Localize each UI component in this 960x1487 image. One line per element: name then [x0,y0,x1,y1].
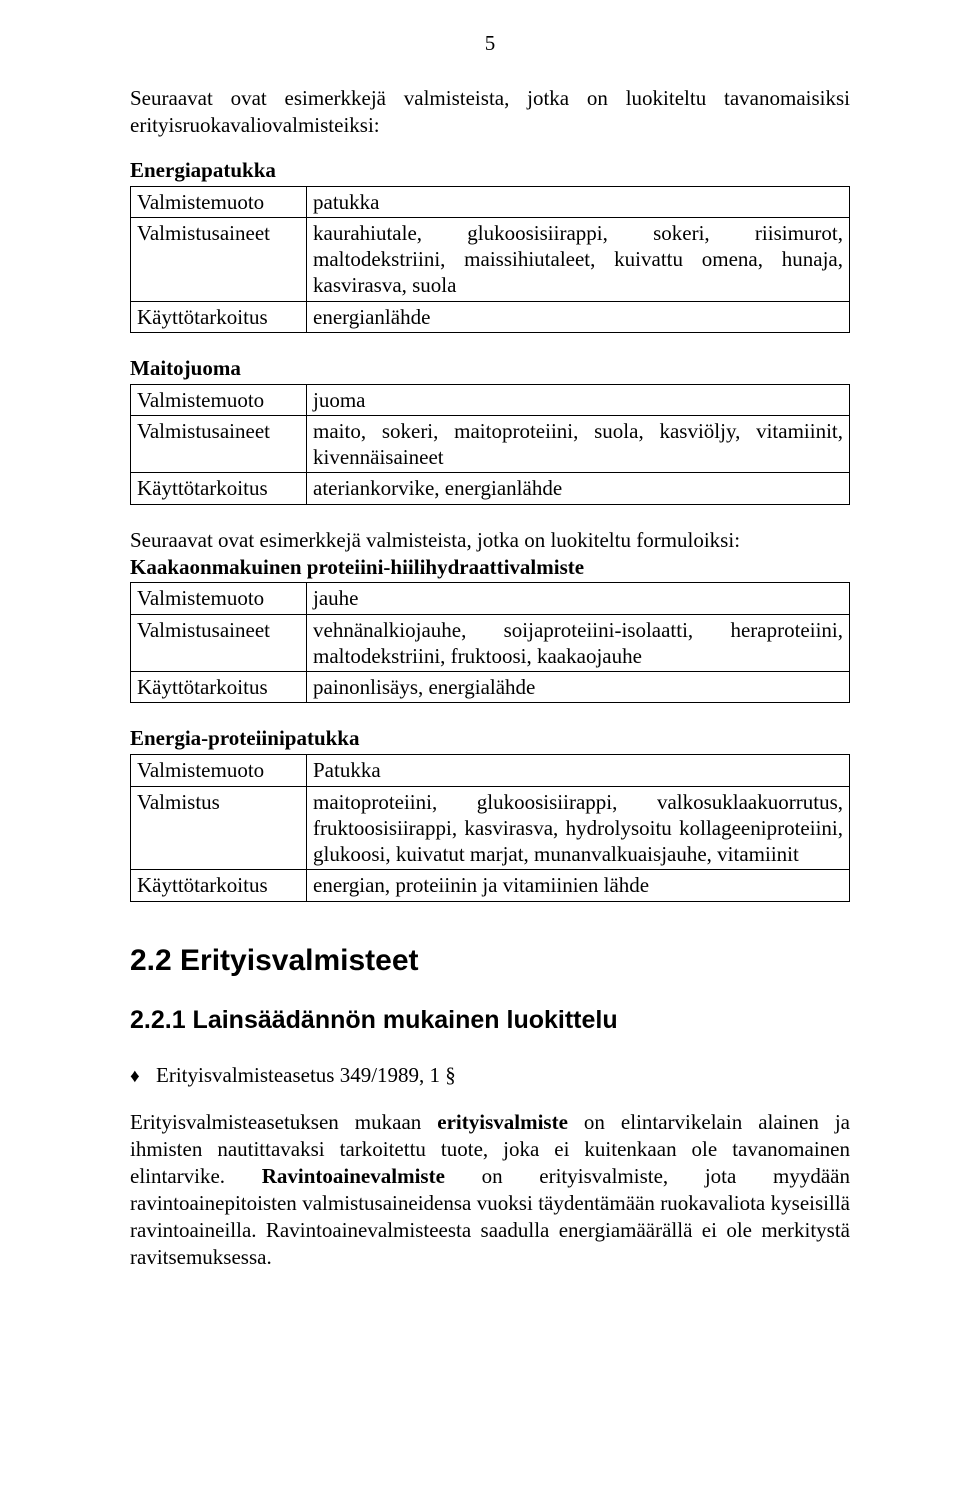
cell-label: Valmistemuoto [131,186,307,217]
section-heading: 2.2 Erityisvalmisteet [130,942,850,980]
cell-value: energianlähde [307,301,850,332]
table1-title: Energiapatukka [130,157,850,184]
table-row: Valmistemuoto jauhe [131,583,850,614]
cell-value: ateriankorvike, energianlähde [307,473,850,504]
table-row: Käyttötarkoitus energianlähde [131,301,850,332]
cell-value: energian, proteiinin ja vitamiinien lähd… [307,870,850,901]
table-row: Valmistemuoto juoma [131,384,850,415]
table-kaakao: Valmistemuoto jauhe Valmistusaineet vehn… [130,582,850,703]
table-row: Valmistusaineet maito, sokeri, maitoprot… [131,415,850,473]
cell-value: Patukka [307,755,850,786]
cell-value: jauhe [307,583,850,614]
cell-label: Valmistemuoto [131,384,307,415]
cell-value: patukka [307,186,850,217]
body-text: Erityisvalmisteasetuksen mukaan [130,1110,437,1134]
cell-value: maito, sokeri, maitoproteiini, suola, ka… [307,415,850,473]
cell-value: vehnänalkiojauhe, soijaproteiini-isolaat… [307,614,850,672]
cell-label: Käyttötarkoitus [131,870,307,901]
cell-label: Käyttötarkoitus [131,672,307,703]
cell-value: kaurahiutale, glukoosisiirappi, sokeri, … [307,217,850,301]
cell-value: painonlisäys, energialähde [307,672,850,703]
table-row: Valmistemuoto Patukka [131,755,850,786]
table2-title: Maitojuoma [130,355,850,382]
intro-paragraph-1: Seuraavat ovat esimerkkejä valmisteista,… [130,85,850,139]
bullet-text: Erityisvalmisteasetus 349/1989, 1 § [156,1062,456,1089]
intro-paragraph-2: Seuraavat ovat esimerkkejä valmisteista,… [130,527,850,554]
table4-title: Energia-proteiinipatukka [130,725,850,752]
table-row: Valmistusaineet kaurahiutale, glukoosisi… [131,217,850,301]
cell-label: Käyttötarkoitus [131,473,307,504]
table-energiapatukka: Valmistemuoto patukka Valmistusaineet ka… [130,186,850,333]
body-paragraph: Erityisvalmisteasetuksen mukaan erityisv… [130,1109,850,1270]
page: 5 Seuraavat ovat esimerkkejä valmisteist… [0,0,960,1487]
table-row: Valmistemuoto patukka [131,186,850,217]
cell-label: Käyttötarkoitus [131,301,307,332]
table-maitojuoma: Valmistemuoto juoma Valmistusaineet mait… [130,384,850,505]
table-energia-proteiini: Valmistemuoto Patukka Valmistus maitopro… [130,754,850,901]
table3-title: Kaakaonmakuinen proteiini-hiilihydraatti… [130,554,850,581]
cell-label: Valmistusaineet [131,415,307,473]
cell-value: maitoproteiini, glukoosisiirappi, valkos… [307,786,850,870]
body-bold-1: erityisvalmiste [437,1110,568,1134]
table-row: Valmistus maitoproteiini, glukoosisiirap… [131,786,850,870]
body-bold-2: Ravintoainevalmiste [262,1164,445,1188]
table-row: Valmistusaineet vehnänalkiojauhe, soijap… [131,614,850,672]
cell-label: Valmistusaineet [131,614,307,672]
table-row: Käyttötarkoitus energian, proteiinin ja … [131,870,850,901]
diamond-icon: ♦ [130,1065,156,1089]
subsection-heading: 2.2.1 Lainsäädännön mukainen luokittelu [130,1004,850,1036]
cell-label: Valmistus [131,786,307,870]
cell-label: Valmistemuoto [131,755,307,786]
table-row: Käyttötarkoitus painonlisäys, energialäh… [131,672,850,703]
bullet-item: ♦ Erityisvalmisteasetus 349/1989, 1 § [130,1062,850,1089]
cell-label: Valmistemuoto [131,583,307,614]
cell-label: Valmistusaineet [131,217,307,301]
cell-value: juoma [307,384,850,415]
page-number: 5 [130,30,850,57]
table-row: Käyttötarkoitus ateriankorvike, energian… [131,473,850,504]
